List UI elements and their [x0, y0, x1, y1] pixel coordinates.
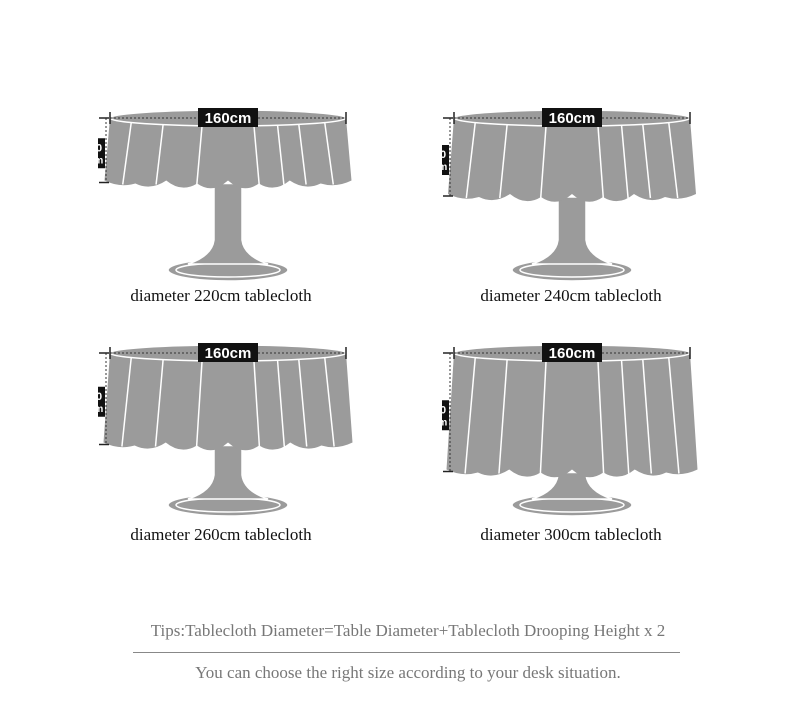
tablecloth-pleat	[668, 122, 679, 199]
tablecloth-skirt	[103, 353, 353, 451]
tablecloth-pleat	[498, 359, 508, 474]
formula-tip: Tips:Tablecloth Diameter=Table Diameter+…	[150, 621, 666, 640]
tablecloth-pleat	[642, 359, 653, 474]
drop-unit: cm	[98, 404, 103, 415]
diameter-tag	[198, 108, 258, 127]
tablecloth-pleat	[464, 357, 476, 474]
diameter-value: 160cm	[205, 110, 252, 127]
tablecloth-pleat	[298, 124, 307, 185]
tablecloth-pleat	[155, 124, 164, 185]
tablecloth-pleat	[465, 122, 476, 199]
tablecloth-pleat	[121, 357, 132, 447]
table-pedestal	[187, 444, 269, 500]
table-diagram-220: 160cm 30cm	[98, 108, 352, 282]
tablecloth-pleat	[539, 125, 547, 199]
drop-tag	[98, 138, 105, 169]
tablecloth-skirt	[448, 118, 696, 202]
tablecloth-pleat	[298, 359, 308, 447]
diameter-value: 160cm	[205, 345, 252, 362]
diameter-tag	[542, 343, 602, 362]
tablecloth-pleat	[196, 125, 203, 185]
tablecloth-pleat	[642, 124, 652, 199]
drop-unit: cm	[442, 162, 447, 173]
diameter-tag	[198, 343, 258, 362]
tablecloth-pleat	[620, 125, 629, 199]
size-advice: You can choose the right size according …	[195, 663, 621, 682]
tablecloth-pleat	[253, 125, 260, 185]
tablecloth-pleat	[154, 359, 164, 447]
tablecloth-skirt	[104, 118, 352, 189]
tablecloth-pleat	[324, 357, 335, 447]
table-diagram-240: 160cm 40cm	[442, 108, 696, 282]
drop-value: 50	[98, 391, 102, 403]
tablecloth-pleat	[539, 360, 547, 474]
size-label-240: diameter 240cm tablecloth	[480, 286, 662, 305]
drop-unit: cm	[442, 417, 447, 428]
drop-value: 40	[442, 149, 446, 161]
drop-unit: cm	[98, 155, 103, 166]
diameter-tag	[542, 108, 602, 127]
size-label-260: diameter 260cm tablecloth	[130, 525, 312, 544]
tablecloth-pleat	[276, 360, 286, 447]
drop-tag	[442, 145, 449, 175]
tablecloth-pleat	[276, 125, 285, 185]
size-label-300: diameter 300cm tablecloth	[480, 525, 662, 544]
drop-value: 70	[442, 404, 446, 416]
table-diagram-300: 160cm 70cm	[442, 343, 698, 517]
table-pedestal	[531, 471, 613, 500]
tablecloth-pleat	[597, 360, 605, 474]
table-pedestal	[187, 182, 269, 265]
diameter-value: 160cm	[549, 110, 596, 127]
tablecloth-pleat	[499, 124, 508, 199]
drop-tag	[98, 386, 105, 417]
tablecloth-skirt	[446, 353, 698, 478]
size-label-220: diameter 220cm tablecloth	[130, 286, 312, 305]
drop-tag	[442, 400, 449, 431]
diameter-value: 160cm	[549, 345, 596, 362]
table-diagram-260: 160cm 50cm	[98, 343, 353, 517]
tablecloth-pleat	[597, 125, 605, 199]
tablecloth-pleat	[195, 360, 203, 447]
tablecloth-pleat	[620, 360, 630, 474]
tablecloth-pleat	[324, 122, 335, 185]
tablecloth-pleat	[121, 122, 132, 185]
tablecloth-pleat	[253, 360, 261, 447]
divider	[133, 652, 680, 653]
table-pedestal	[531, 196, 613, 265]
tablecloth-pleat	[668, 357, 680, 474]
drop-value: 30	[98, 142, 102, 154]
